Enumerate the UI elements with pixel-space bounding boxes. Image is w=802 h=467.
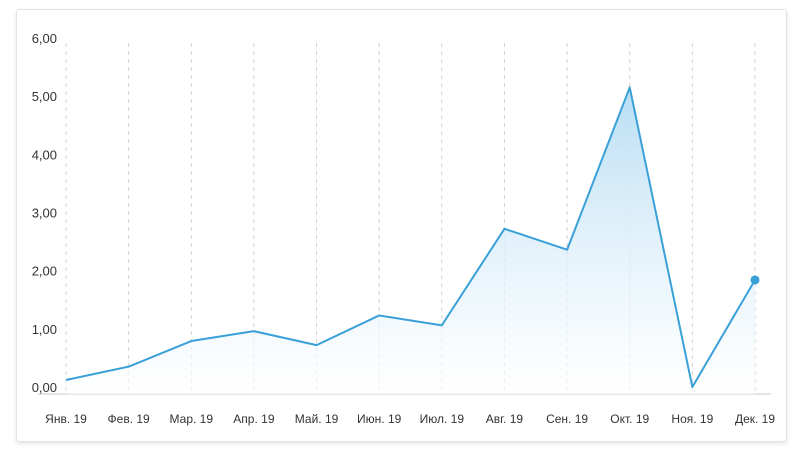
x-tick-label: Окт. 19 <box>610 412 649 426</box>
data-point[interactable] <box>126 364 132 370</box>
x-tick-label: Янв. 19 <box>45 412 87 426</box>
x-tick-label: Сен. 19 <box>546 412 588 426</box>
data-point[interactable] <box>376 312 382 318</box>
data-point[interactable] <box>439 322 445 328</box>
x-tick-label: Апр. 19 <box>233 412 275 426</box>
x-tick-label: Май. 19 <box>295 412 339 426</box>
data-point[interactable] <box>63 377 69 383</box>
x-tick-label: Июн. 19 <box>357 412 402 426</box>
x-tick-label: Ноя. 19 <box>671 412 713 426</box>
series-area <box>66 87 755 395</box>
x-tick-label: Авг. 19 <box>486 412 524 426</box>
y-tick-label: 1,00 <box>32 322 57 337</box>
x-tick-label: Июл. 19 <box>420 412 465 426</box>
data-point[interactable] <box>314 342 320 348</box>
data-point[interactable] <box>251 328 257 334</box>
y-tick-label: 3,00 <box>32 206 57 221</box>
data-point[interactable] <box>501 226 507 232</box>
y-tick-label: 0,00 <box>32 380 57 395</box>
data-point[interactable] <box>564 247 570 253</box>
y-tick-label: 4,00 <box>32 147 57 162</box>
x-tick-label: Фев. 19 <box>108 412 151 426</box>
x-tick-label: Дек. 19 <box>735 412 775 426</box>
data-point[interactable] <box>627 84 633 90</box>
y-tick-label: 5,00 <box>32 89 57 104</box>
data-point[interactable] <box>750 275 760 285</box>
y-tick-label: 2,00 <box>32 264 57 279</box>
x-tick-label: Мар. 19 <box>170 412 214 426</box>
data-point[interactable] <box>188 338 194 344</box>
series-line <box>65 86 756 388</box>
y-tick-label: 6,00 <box>32 31 57 46</box>
data-point[interactable] <box>689 384 695 390</box>
